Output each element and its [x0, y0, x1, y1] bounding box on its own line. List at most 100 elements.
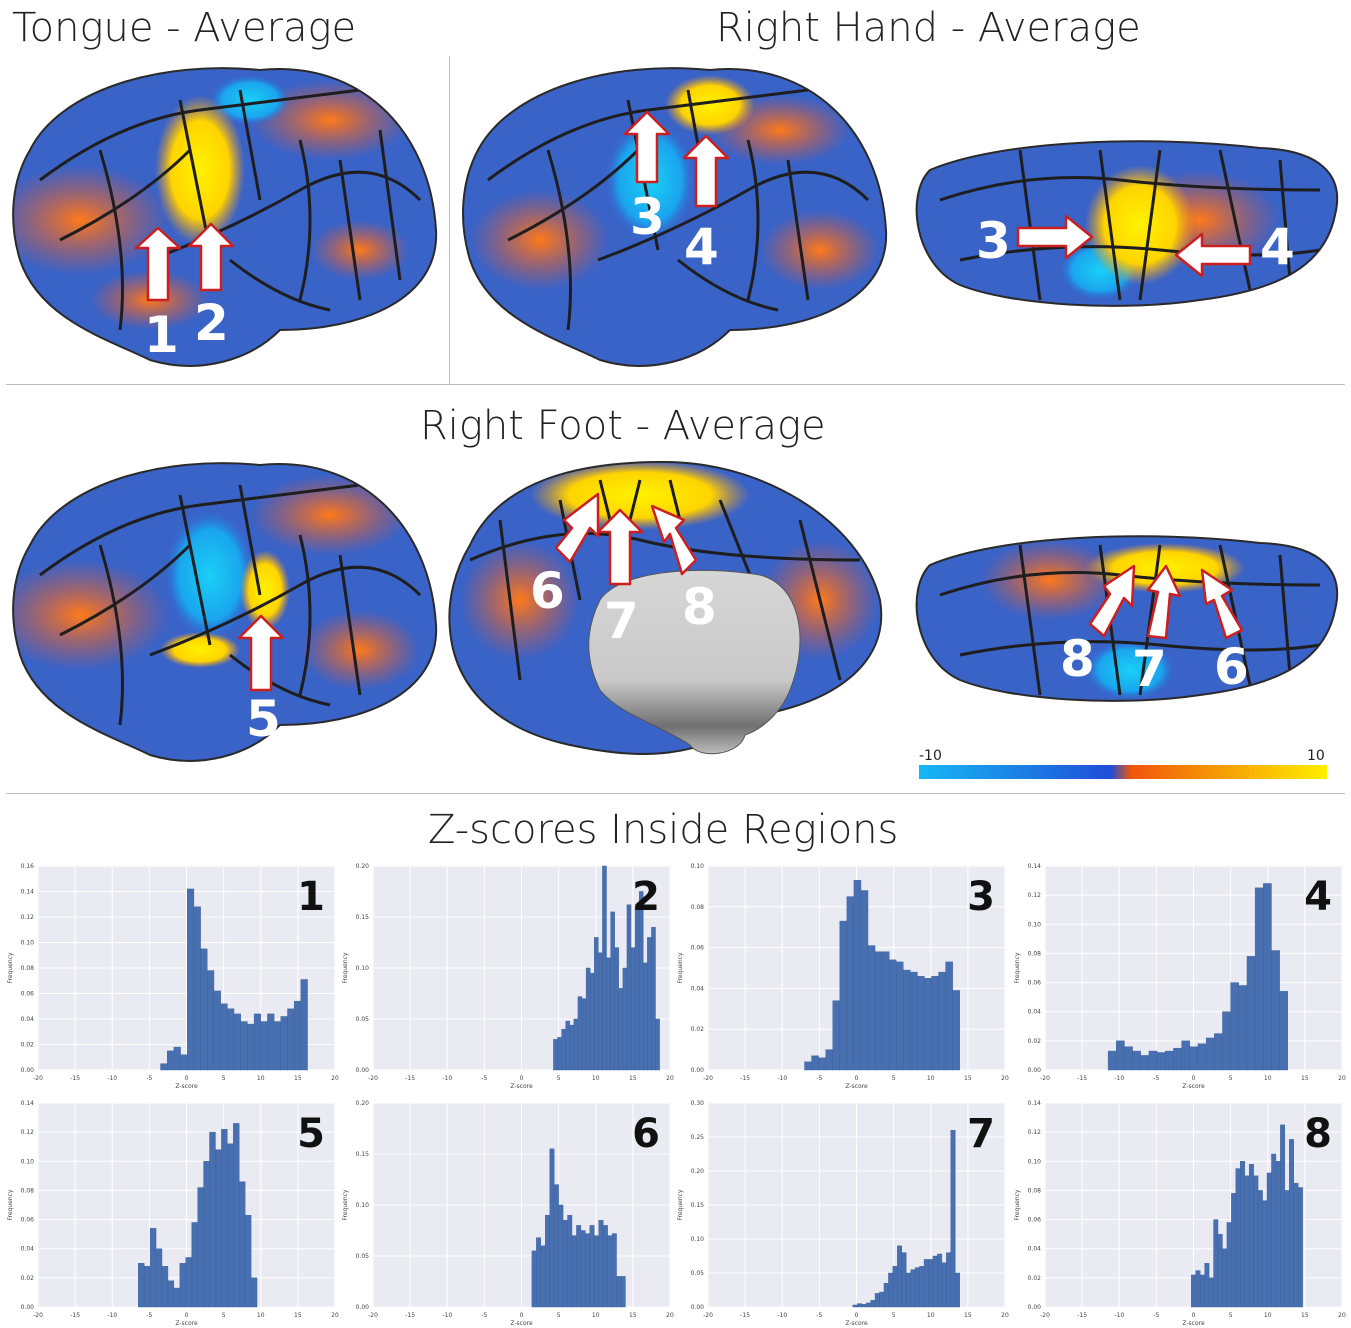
y-axis-label: Frequency	[342, 1189, 349, 1220]
histogram-bar	[919, 1265, 925, 1308]
brain-label-8-dorsal: 8	[1060, 630, 1095, 688]
x-tick-label: -10	[777, 1312, 787, 1319]
histogram-bar	[1235, 1168, 1241, 1308]
x-tick-label: -15	[1077, 1312, 1087, 1319]
y-tick-label: 0.10	[356, 965, 370, 972]
panel-number: 5	[297, 1111, 325, 1157]
y-tick-label: 0.10	[1028, 921, 1042, 928]
x-tick-label: 5	[222, 1312, 226, 1319]
arrow-6-upright	[554, 492, 600, 564]
histogram-panel-8: -20 -15 -10 -5 0 5 10 15 20 0.00 0.02 0.04 0.06 0.08 0…	[1014, 1100, 1346, 1327]
histogram-bar	[910, 971, 918, 1071]
y-axis-label: Frequency	[342, 952, 349, 983]
histogram-bar	[207, 970, 215, 1071]
histogram-bar	[1253, 1175, 1259, 1308]
histogram-panel-4: -20 -15 -10 -5 0 5 10 15 20 0.00 0.02 0.04 0.06 0.08 0…	[1014, 863, 1346, 1090]
histogram-bar	[197, 1187, 204, 1308]
y-tick-label: 0.10	[691, 1236, 705, 1243]
x-axis-label: Z-score	[1182, 1083, 1205, 1090]
x-tick-label: 10	[1264, 1312, 1272, 1319]
y-tick-label: 0.08	[691, 904, 705, 911]
histogram-bar	[594, 1235, 599, 1308]
histogram-bar	[611, 1233, 617, 1308]
x-tick-label: -20	[703, 1075, 713, 1082]
brain-right-hand-dorsal	[915, 140, 1339, 307]
x-axis-label: Z-score	[175, 1083, 198, 1090]
brain-label-3-dorsal: 3	[976, 212, 1011, 270]
histogram-panel-7: -20 -15 -10 -5 0 5 10 15 20 0.00 0.05 0.10 0.15 0.20 0…	[677, 1100, 1009, 1327]
x-tick-label: 0	[520, 1075, 524, 1082]
histogram-bar	[602, 1225, 608, 1308]
histogram-bar	[839, 920, 848, 1071]
histogram-bar	[1238, 985, 1248, 1071]
histogram-bar	[1217, 1233, 1223, 1308]
histogram-bar	[173, 1046, 181, 1071]
histogram-bar	[1226, 1222, 1232, 1308]
histogram-bar	[870, 1299, 876, 1308]
histogram-bar	[865, 1302, 871, 1308]
arrow-4-left	[1174, 232, 1252, 278]
y-tick-label: 0.00	[21, 1304, 35, 1311]
histogram-bar	[1248, 1163, 1254, 1308]
histogram-bar	[1214, 1033, 1223, 1071]
x-tick-label: 5	[1229, 1312, 1233, 1319]
brain-label-3: 3	[630, 188, 665, 246]
y-axis-label: Frequency	[7, 952, 14, 983]
histogram-bar	[1231, 1193, 1237, 1308]
histogram-bar	[573, 1018, 579, 1071]
histogram-bar	[888, 959, 897, 1071]
histogram-bar	[577, 996, 583, 1071]
histogram-bar	[598, 1220, 604, 1308]
brain-label-8: 8	[682, 578, 717, 636]
x-tick-label: 20	[1001, 1312, 1009, 1319]
histogram-bar	[928, 1259, 934, 1308]
histogram-bar	[883, 1282, 889, 1308]
x-tick-label: 20	[1001, 1075, 1009, 1082]
histogram-bar	[1254, 887, 1264, 1071]
histogram-bar	[952, 990, 960, 1071]
histogram-bar	[1132, 1050, 1141, 1071]
title-tongue-average: Tongue - Average	[12, 5, 357, 51]
x-tick-label: 5	[557, 1075, 561, 1082]
x-tick-label: -10	[442, 1312, 452, 1319]
x-tick-label: -20	[1040, 1075, 1050, 1082]
histogram-bar	[227, 1008, 235, 1071]
x-tick-label: -5	[481, 1075, 487, 1082]
x-tick-label: 0	[855, 1312, 859, 1319]
x-tick-label: 10	[257, 1075, 265, 1082]
histogram-bar	[167, 1280, 175, 1308]
title-right-foot-average: Right Foot - Average	[420, 403, 826, 449]
y-tick-label: 0.00	[356, 1067, 370, 1074]
y-axis-label: Frequency	[677, 1189, 684, 1220]
y-tick-label: 0.05	[356, 1253, 370, 1260]
histogram-bar	[149, 1228, 157, 1308]
x-tick-label: -15	[405, 1312, 415, 1319]
brain-label-6: 6	[530, 562, 565, 620]
y-tick-label: 0.02	[1028, 1038, 1042, 1045]
histogram-bar	[557, 1037, 562, 1071]
histogram-bar	[867, 945, 876, 1071]
x-tick-label: 15	[1301, 1075, 1309, 1082]
x-tick-label: 0	[185, 1075, 189, 1082]
y-tick-label: 0.00	[691, 1067, 705, 1074]
histogram-bar	[647, 937, 652, 1071]
x-axis-label: Z-score	[175, 1320, 198, 1327]
histogram-bar	[655, 1018, 660, 1071]
histogram-bar	[549, 1148, 555, 1308]
histogram-bar	[1140, 1055, 1150, 1071]
histogram-bar	[260, 1021, 268, 1071]
brain-right-foot-lateral	[12, 462, 438, 762]
arrow-3-up	[623, 110, 671, 184]
x-tick-label: -10	[777, 1075, 787, 1082]
histogram-bar	[1284, 1190, 1290, 1308]
panel-number: 7	[967, 1111, 995, 1157]
histogram-bar	[811, 1055, 819, 1071]
histogram-bar	[950, 1129, 956, 1308]
histogram-bar	[1205, 1037, 1215, 1071]
brain-label-1: 1	[144, 306, 179, 364]
histogram-bar	[1279, 991, 1288, 1071]
histogram-bar	[571, 1235, 577, 1308]
y-tick-label: 0.00	[1028, 1304, 1042, 1311]
histogram-bar	[581, 998, 587, 1071]
histogram-panel-3: -20 -15 -10 -5 0 5 10 15 20 0.00 0.02 0.04 0.06 0.08 0…	[677, 863, 1009, 1090]
